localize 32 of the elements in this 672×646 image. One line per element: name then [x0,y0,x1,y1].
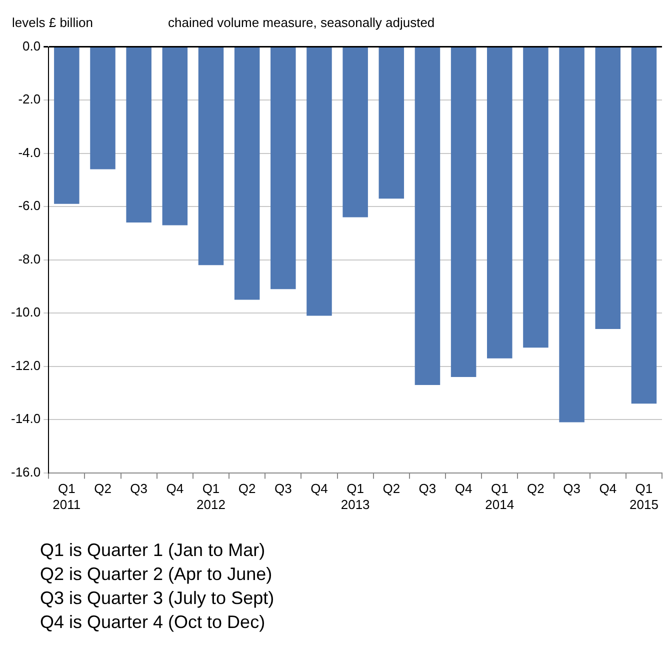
y-tick-label: 0.0 [22,38,41,54]
x-tick-label: Q2 [527,481,544,496]
x-tick-label: Q1 2012 [196,481,226,512]
text: Q1 is Quarter 1 (Jan to Mar) [40,539,266,562]
text: Q4 is Quarter 4 (Oct to Dec) [40,611,266,634]
x-tick-label: Q4 [599,481,617,496]
y-tick-label: -2.0 [18,92,41,107]
x-tick-label: Q3 [130,481,148,496]
y-tick-label: -14.0 [10,411,41,426]
text: Q3 is Quarter 3 (July to Sept) [40,587,276,610]
x-tick-label: Q3 [274,481,292,496]
x-tick-label: Q2 [94,481,112,496]
x-tick-label: Q4 [454,481,472,496]
x-tick-label: Q4 [166,481,184,496]
x-tick-label: Q3 [563,481,580,496]
x-tick-label: Q2 [238,481,256,496]
chart-subtitle: chained volume measure, seasonally adjusted [168,14,435,30]
x-tick-label: Q1 2011 [52,481,81,512]
y-tick-label: -4.0 [18,144,41,160]
x-tick-label: Q2 [382,481,400,496]
y-tick-label: -8.0 [18,251,41,266]
y-tick-label: -10.0 [10,304,41,320]
y-axis-title: levels £ billion [12,14,94,30]
y-tick-label: -12.0 [10,358,41,373]
y-tick-label: -6.0 [18,198,41,214]
x-tick-label: Q1 2014 [485,481,514,512]
x-tick-label: Q1 2013 [340,481,370,512]
text: Q2 is Quarter 2 (Apr to June) [40,563,274,586]
x-tick-label: Q3 [418,481,436,496]
x-tick-label: Q1 2015 [630,481,658,512]
y-tick-label: -16.0 [10,464,41,480]
x-tick-label: Q4 [310,481,328,496]
